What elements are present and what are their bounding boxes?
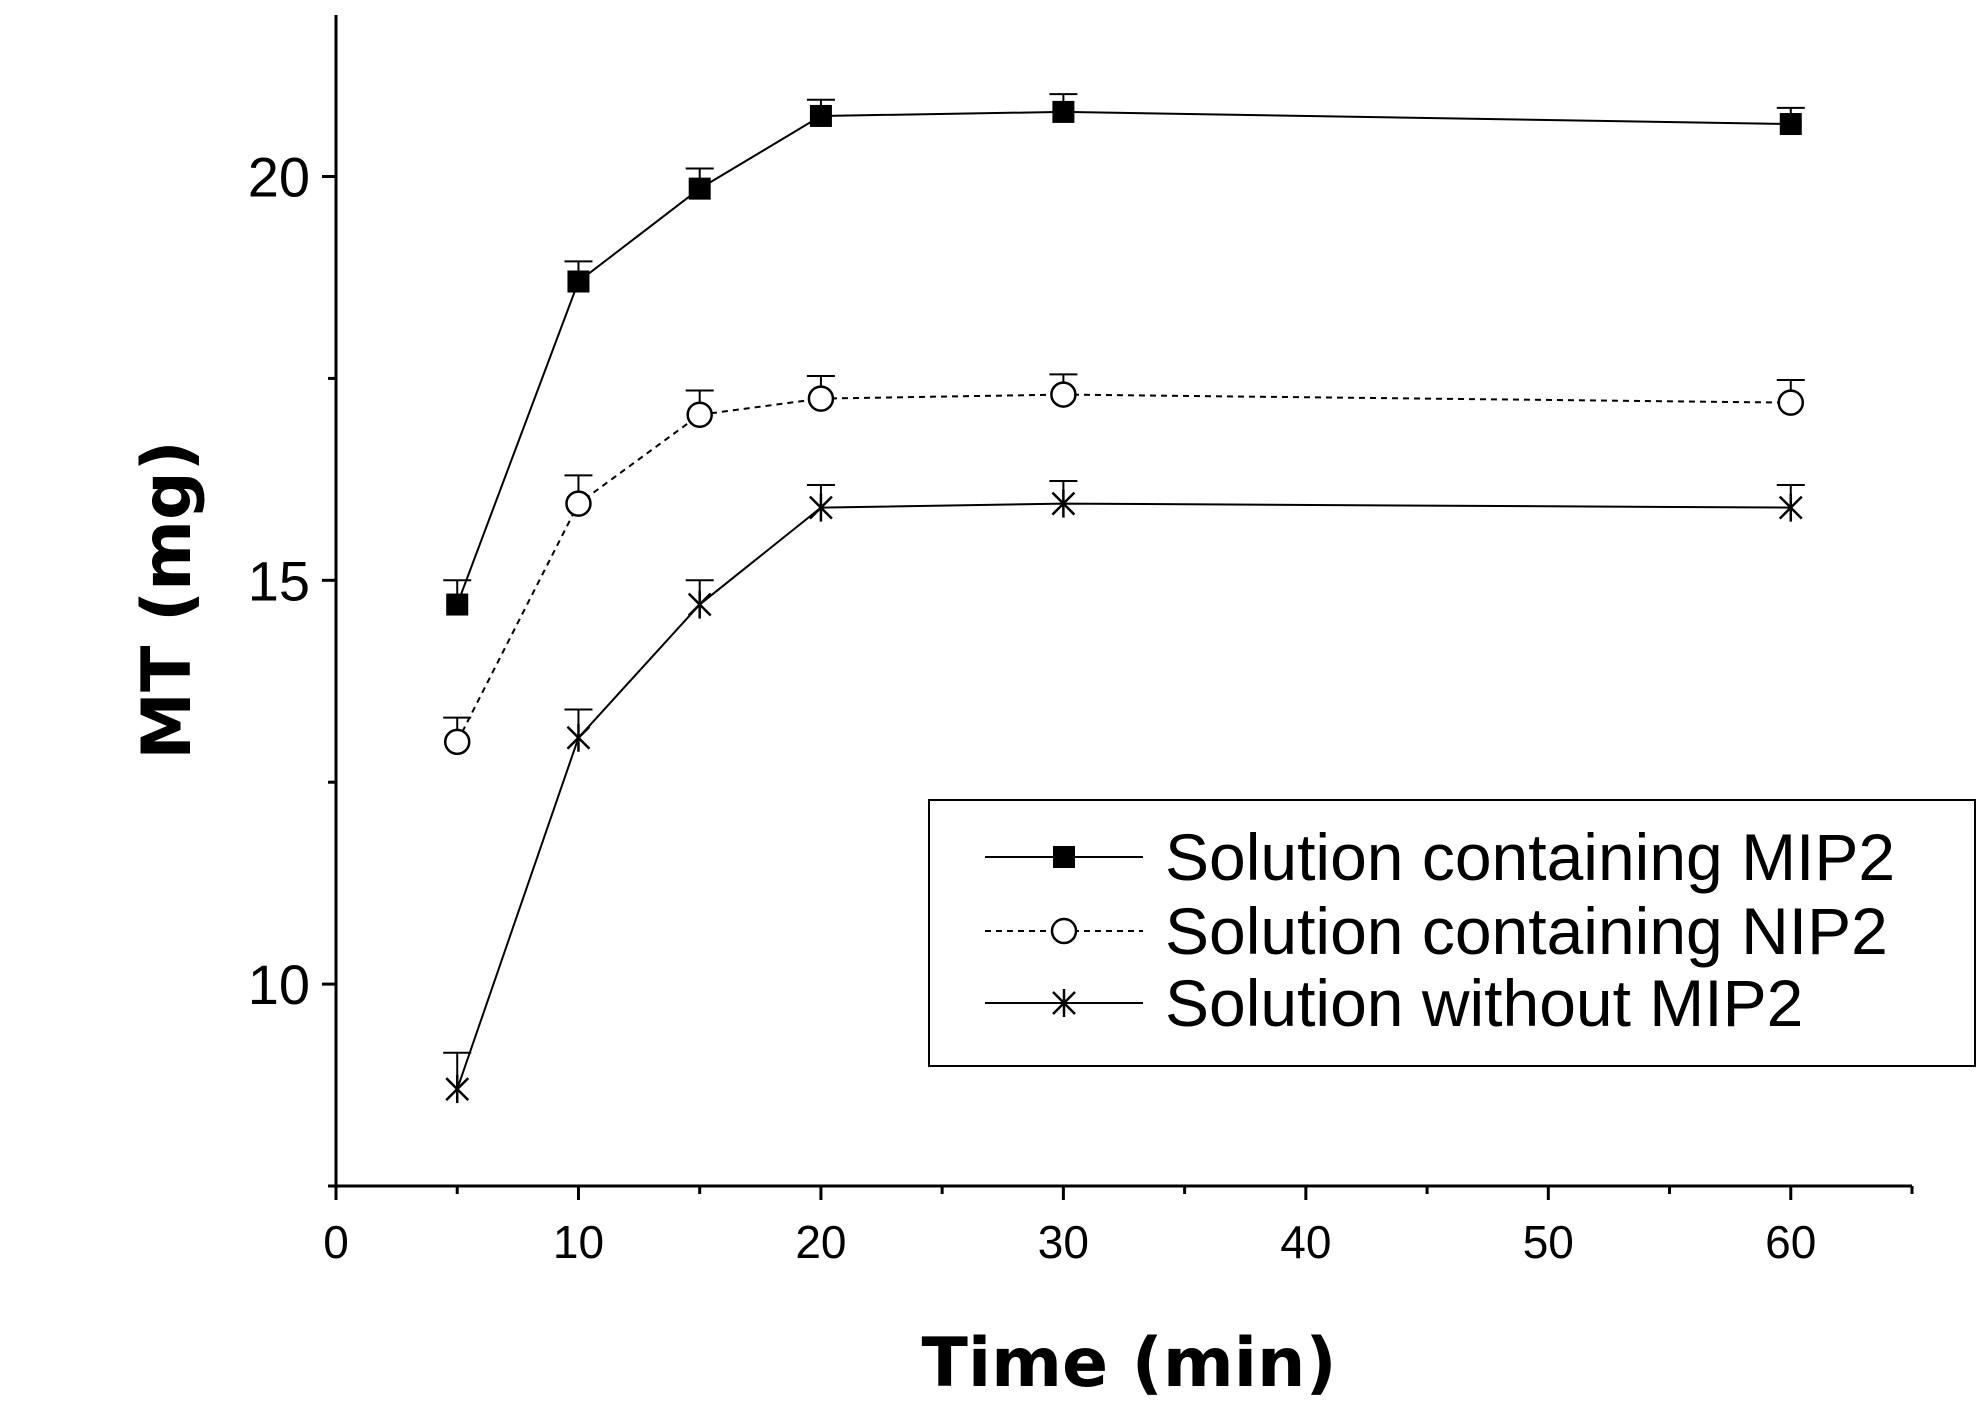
x-tick-labels: 0 10 20 30 40 50 60: [323, 1216, 1816, 1268]
x-tick-label: 50: [1523, 1216, 1574, 1268]
legend-item-1: Solution containing MIP2: [985, 820, 1895, 894]
square-marker: [1052, 100, 1075, 123]
asterisk-stroke: [687, 592, 712, 617]
series-layer: [443, 93, 1805, 1104]
x-axis-title: Time (min): [921, 1324, 1336, 1403]
circle-marker: [1050, 381, 1077, 408]
y-tick-label: 20: [248, 146, 310, 209]
asterisk-marker: [1051, 489, 1076, 518]
x-tick-label: 60: [1765, 1216, 1816, 1268]
asterisk-marker: [445, 1075, 470, 1104]
circle-marker: [1050, 917, 1078, 945]
asterisk-stroke: [1778, 495, 1803, 520]
y-axis-title: MT (mg): [128, 440, 207, 759]
square-marker: [1053, 846, 1075, 868]
circle-marker: [1777, 389, 1805, 416]
asterisk-stroke: [566, 725, 591, 750]
y-tick-label: 15: [248, 549, 310, 612]
x-tick-label: 10: [553, 1216, 604, 1268]
y-tick-labels: 10 15 20: [248, 146, 310, 1017]
x-tick-label: 20: [795, 1216, 846, 1268]
square-marker: [567, 270, 590, 293]
square-marker: [809, 104, 832, 127]
asterisk-marker: [687, 590, 712, 619]
legend-label: Solution without MIP2: [1165, 966, 1803, 1040]
series-line: [456, 110, 1791, 605]
circle-marker: [686, 401, 713, 429]
x-tick-label: 40: [1280, 1216, 1331, 1268]
asterisk-marker: [1778, 493, 1803, 522]
legend-label: Solution containing MIP2: [1165, 820, 1895, 894]
square-marker: [446, 593, 469, 616]
legend-box: [928, 799, 1976, 1067]
square-marker: [1779, 113, 1802, 136]
series-2: [443, 373, 1805, 756]
y-tick-label: 10: [248, 953, 310, 1016]
asterisk-stroke: [1051, 491, 1076, 516]
asterisk-marker: [1052, 989, 1076, 1017]
asterisk-stroke: [445, 1077, 470, 1101]
asterisk-marker: [809, 493, 833, 522]
circle-marker: [807, 385, 835, 412]
circle-marker: [565, 490, 592, 517]
circle-marker: [443, 728, 471, 756]
legend-label: Solution containing NIP2: [1165, 894, 1888, 968]
series-3: [443, 479, 1805, 1104]
asterisk-marker: [566, 723, 591, 752]
series-line: [456, 502, 1791, 1090]
asterisk-stroke: [809, 495, 833, 520]
series-1: [443, 93, 1805, 616]
series-line: [456, 393, 1791, 743]
legend-item-3: Solution without MIP2: [985, 966, 1803, 1040]
axes: [322, 15, 1914, 1200]
asterisk-stroke: [1052, 991, 1076, 1015]
legend-item-2: Solution containing NIP2: [985, 894, 1888, 968]
x-tick-label: 0: [323, 1216, 349, 1268]
square-marker: [688, 177, 711, 200]
x-tick-label: 30: [1038, 1216, 1089, 1268]
